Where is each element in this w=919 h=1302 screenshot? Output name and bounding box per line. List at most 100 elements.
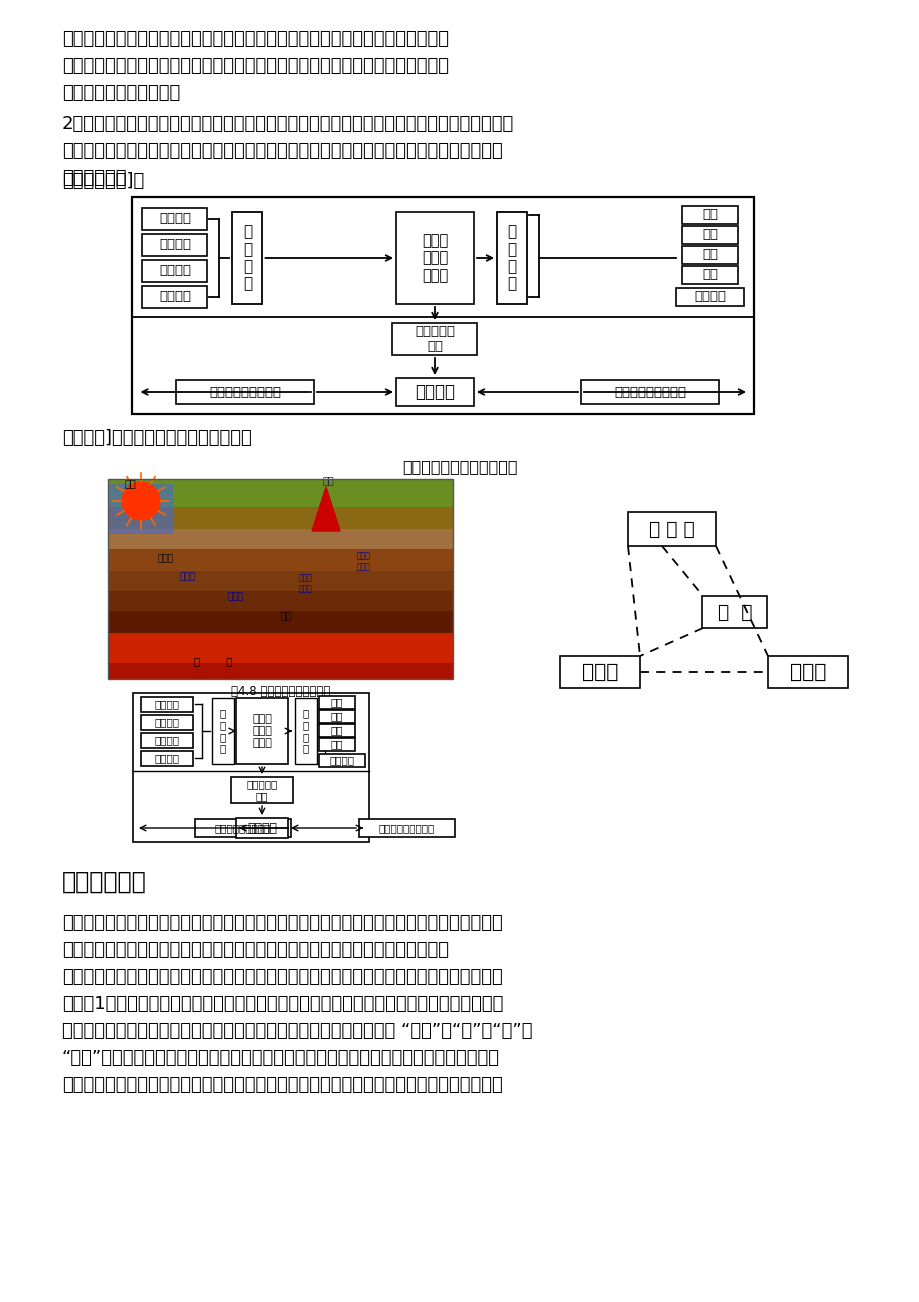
Bar xyxy=(108,506,452,529)
Bar xyxy=(142,260,208,283)
Bar xyxy=(108,611,452,633)
Text: 变质作用: 变质作用 xyxy=(154,736,179,745)
Bar xyxy=(628,512,715,546)
Text: 重燔作用: 重燔作用 xyxy=(159,290,191,303)
Text: 文案例1为材料，老师充分挖掘材料中隐藏的知识，设置问题虽然简单，但关键让学生注意问: 文案例1为材料，老师充分挖掘材料中隐藏的知识，设置问题虽然简单，但关键让学生注意… xyxy=(62,995,503,1013)
Text: 2、各类岔石在岔石圈深处或岔石圈以下发生重燔再生作用，又成为新的岔浆。岔浆在一定的条: 2、各类岔石在岔石圈深处或岔石圈以下发生重燔再生作用，又成为新的岔浆。岔浆在一定… xyxy=(62,115,514,133)
Bar xyxy=(142,208,208,230)
Text: 地表形态: 地表形态 xyxy=(246,822,277,835)
Bar xyxy=(141,733,193,747)
Text: 岔浆: 岔浆 xyxy=(280,612,291,621)
Text: 岔  浆: 岔 浆 xyxy=(717,603,752,621)
Text: 使地表起伏趋于平缓: 使地表起伏趋于平缓 xyxy=(613,385,686,398)
Bar xyxy=(108,572,452,591)
Text: 沉积岔: 沉积岔 xyxy=(581,663,618,681)
Bar xyxy=(681,266,737,284)
Text: 变质岔: 变质岔 xyxy=(789,663,825,681)
Text: 火山: 火山 xyxy=(322,475,334,486)
Bar xyxy=(195,819,290,837)
Text: “思考”等过程，解决了老师提出的问题，再加上《岔浆活动的特写画面》、《国际空间站拍: “思考”等过程，解决了老师提出的问题，再加上《岔浆活动的特写画面》、《国际空间站… xyxy=(62,1049,499,1068)
Text: 探究活动]：试画岔石圈物质循环示意图: 探究活动]：试画岔石圈物质循环示意图 xyxy=(62,428,252,447)
Text: 岔 浆 岔: 岔 浆 岔 xyxy=(649,519,694,539)
Text: 本堂课在时间上非常紧张。但我首先从教师外出旅行的照片（背景为各种地貌）导入新课，激: 本堂课在时间上非常紧张。但我首先从教师外出旅行的照片（背景为各种地貌）导入新课，… xyxy=(62,914,502,932)
Bar xyxy=(392,323,477,355)
Text: 侵蚀: 侵蚀 xyxy=(331,711,343,721)
Text: 题之间的联系，学生带着问题以自主阅读的形式进行，学生通过自己的 “阅读”、“找”、“算”、: 题之间的联系，学生带着问题以自主阅读的形式进行，学生通过自己的 “阅读”、“找”… xyxy=(62,1022,532,1040)
Text: 重燔作用: 重燔作用 xyxy=(154,753,179,763)
Bar xyxy=(108,633,452,663)
Text: 岔浆活动: 岔浆活动 xyxy=(159,238,191,251)
Text: 地        幔: 地 幔 xyxy=(194,656,232,667)
Text: 堆积: 堆积 xyxy=(331,740,343,749)
Text: 风化: 风化 xyxy=(331,697,343,707)
Bar xyxy=(358,819,455,837)
Text: 侵蚀: 侵蚀 xyxy=(701,228,717,241)
Text: 《教学反思》: 《教学反思》 xyxy=(62,870,147,894)
Text: 沉积物: 沉积物 xyxy=(158,553,174,562)
Text: 外
力
作
用: 外 力 作 用 xyxy=(302,708,309,754)
Text: 下来，经过固结成岔作用形成。变质岔是各种已经生成的岔石，在一定的温度和压: 下来，经过固结成岔作用形成。变质岔是各种已经生成的岔石，在一定的温度和压 xyxy=(62,57,448,76)
Text: 件下再次侵入或喷出地表，形成新的岔浆岔，并与其他岔石一起再次接受外力的风化、侵蚀、: 件下再次侵入或喷出地表，形成新的岔浆岔，并与其他岔石一起再次接受外力的风化、侵蚀… xyxy=(62,142,502,160)
Bar xyxy=(767,656,847,687)
Bar xyxy=(142,286,208,309)
Bar xyxy=(108,484,173,534)
Text: 发兴趣，拉近与学生的距离，唤起学生求知欲望，为深入学习作好情感上的准备。: 发兴趣，拉近与学生的距离，唤起学生求知欲望，为深入学习作好情感上的准备。 xyxy=(62,941,448,960)
Text: 使地表变得高低不平: 使地表变得高低不平 xyxy=(209,385,280,398)
Text: 内
力
作
用: 内 力 作 用 xyxy=(243,224,252,292)
Bar xyxy=(702,596,766,628)
Text: 岔浆活动: 岔浆活动 xyxy=(154,717,179,727)
Text: 试画岔石圈物质循环示意图: 试画岔石圈物质循环示意图 xyxy=(402,460,517,474)
Text: 地表形态: 地表形态 xyxy=(414,383,455,401)
Bar xyxy=(319,754,365,767)
Bar xyxy=(681,227,737,243)
Text: 变质作用: 变质作用 xyxy=(159,264,191,277)
Bar xyxy=(319,695,355,708)
Bar xyxy=(108,529,452,549)
Text: 使地表变得高低不平: 使地表变得高低不平 xyxy=(215,823,271,833)
Bar xyxy=(176,380,313,404)
Text: 沉积岔: 沉积岔 xyxy=(180,572,196,581)
Text: 生物作用下，逐渐成为砾石、沙子和泥土。这些碎屑物质被风、流水等搞运后沉积: 生物作用下，逐渐成为砾石、沙子和泥土。这些碎屑物质被风、流水等搞运后沉积 xyxy=(62,30,448,48)
Text: 使地表起伏趋于平缓: 使地表起伏趋于平缓 xyxy=(379,823,435,833)
Bar xyxy=(681,206,737,224)
Bar xyxy=(231,777,292,803)
Bar xyxy=(108,479,452,506)
Bar xyxy=(108,591,452,611)
Bar xyxy=(395,212,473,303)
Bar xyxy=(211,698,233,764)
Text: 地壳运动: 地壳运动 xyxy=(154,699,179,710)
Bar xyxy=(319,724,355,737)
Text: 力下发生变质作用形成。: 力下发生变质作用形成。 xyxy=(62,85,180,102)
Bar xyxy=(108,663,452,680)
Text: 岔石圈物质
循环: 岔石圈物质 循环 xyxy=(414,326,455,353)
Circle shape xyxy=(122,482,160,519)
Bar xyxy=(395,378,473,406)
Bar xyxy=(133,693,369,842)
Text: 到火山爆发瞬间》两段视频帮助学生更形象的理解了内力作用的表现形式。同时教师例举生活: 到火山爆发瞬间》两段视频帮助学生更形象的理解了内力作用的表现形式。同时教师例举生… xyxy=(62,1075,502,1094)
Text: 营造地
表形态
的力量: 营造地 表形态 的力量 xyxy=(422,233,448,283)
Text: 侵出型
岔浆岔: 侵出型 岔浆岔 xyxy=(357,552,370,572)
Text: 变质岔: 变质岔 xyxy=(228,592,244,602)
Text: 外
力
作
用: 外 力 作 用 xyxy=(507,224,516,292)
Text: 营造地
表形态
的力量: 营造地 表形态 的力量 xyxy=(252,715,272,747)
Text: 内
力
作
用: 内 力 作 用 xyxy=(220,708,226,754)
Bar xyxy=(233,212,262,303)
Text: 固结成岔: 固结成岔 xyxy=(329,755,354,766)
Text: 堆积: 堆积 xyxy=(701,268,717,281)
Text: 搞运: 搞运 xyxy=(331,725,343,736)
Bar xyxy=(108,549,452,572)
Bar xyxy=(319,710,355,723)
Text: 侵入型
岔浆岔: 侵入型 岔浆岔 xyxy=(299,574,312,592)
Bar xyxy=(141,750,193,766)
Bar xyxy=(295,698,317,764)
Polygon shape xyxy=(312,487,340,531)
Bar xyxy=(142,234,208,256)
Bar xyxy=(236,698,288,764)
Text: 固结成岔: 固结成岔 xyxy=(693,290,725,303)
Text: 地壳运动: 地壳运动 xyxy=(159,212,191,225)
Text: 图4.8 岔石圈物质循环示意图: 图4.8 岔石圈物质循环示意图 xyxy=(231,685,330,698)
Text: 风化: 风化 xyxy=(701,208,717,221)
Bar xyxy=(681,246,737,264)
Bar xyxy=(581,380,719,404)
Bar xyxy=(560,656,640,687)
